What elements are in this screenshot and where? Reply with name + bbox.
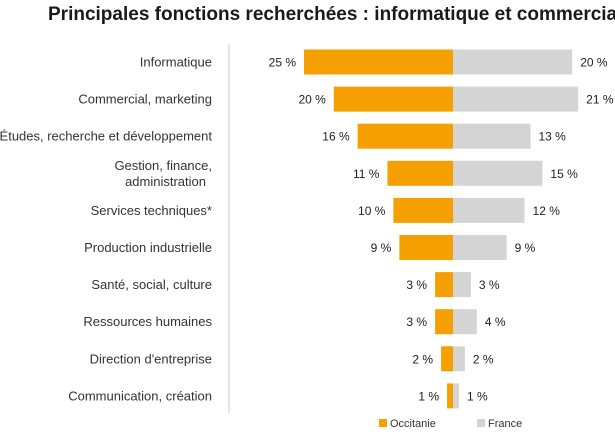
bar-france — [453, 272, 471, 298]
legend-label-france: France — [488, 418, 522, 430]
category-label-line: Santé, social, culture — [91, 277, 212, 292]
category-label: Communication, création — [68, 388, 212, 403]
category-label: Ressources humaines — [83, 314, 212, 329]
value-label-france: 12 % — [533, 204, 561, 218]
legend-swatch-france — [477, 419, 485, 427]
category-label: Direction d'entreprise — [90, 351, 212, 366]
bar-occitanie — [357, 123, 453, 149]
value-label-occitanie: 1 % — [418, 389, 439, 403]
bar-france — [453, 235, 507, 260]
bar-occitanie — [435, 272, 453, 298]
value-label-france: 2 % — [473, 352, 494, 366]
value-label-occitanie: 2 % — [412, 352, 433, 366]
bar-occitanie — [333, 86, 453, 112]
bar-france — [453, 309, 477, 335]
category-label: Gestion, finance, administration — [114, 158, 212, 189]
category-label: Production industrielle — [84, 240, 212, 255]
category-label-line: Ressources humaines — [83, 314, 212, 329]
bar-occitanie — [441, 346, 453, 372]
value-label-france: 4 % — [485, 315, 506, 329]
value-label-france: 13 % — [538, 130, 566, 144]
value-label-occitanie: 3 % — [406, 278, 427, 292]
category-label-line: Direction d'entreprise — [90, 351, 212, 366]
chart-title: Principales fonctions recherchées : info… — [48, 4, 615, 25]
bar-france — [453, 383, 459, 409]
value-label-france: 20 % — [580, 56, 608, 70]
bar-occitanie — [435, 309, 453, 335]
bar-france — [453, 49, 573, 75]
bar-france — [453, 197, 525, 223]
value-label-france: 1 % — [467, 389, 488, 403]
value-label-occitanie: 3 % — [406, 315, 427, 329]
value-label-occitanie: 20 % — [298, 93, 326, 107]
category-label: Santé, social, culture — [91, 277, 212, 292]
category-label-line: Gestion, finance, — [114, 158, 212, 173]
category-label: Commercial, marketing — [78, 92, 212, 107]
category-label-line: Services techniques* — [91, 203, 212, 218]
bar-occitanie — [399, 235, 453, 260]
category-label-line: administration — [125, 174, 206, 189]
bar-occitanie — [304, 49, 453, 75]
bar-france — [453, 160, 543, 186]
value-label-occitanie: 16 % — [322, 130, 350, 144]
bar-occitanie — [387, 160, 453, 186]
bar-france — [453, 86, 579, 112]
value-label-occitanie: 25 % — [269, 56, 297, 70]
value-label-france: 9 % — [515, 241, 536, 255]
legend-label-occitanie: Occitanie — [390, 418, 436, 430]
category-label-line: Commercial, marketing — [78, 92, 212, 107]
legend-swatch-occitanie — [379, 419, 387, 427]
value-label-occitanie: 10 % — [358, 204, 386, 218]
value-label-france: 3 % — [479, 278, 500, 292]
category-label: Services techniques* — [91, 203, 212, 218]
bar-france — [453, 123, 531, 149]
value-label-occitanie: 9 % — [371, 241, 392, 255]
bar-occitanie — [393, 197, 453, 223]
bar-occitanie — [447, 383, 453, 409]
value-label-france: 15 % — [550, 167, 578, 181]
bar-france — [453, 346, 465, 372]
value-label-occitanie: 11 % — [353, 167, 380, 181]
category-label: Informatique — [140, 55, 212, 70]
category-label-line: Études, recherche et développement — [0, 129, 212, 144]
category-label-line: Communication, création — [68, 388, 212, 403]
category-label: Études, recherche et développement — [0, 129, 212, 144]
category-label-line: Production industrielle — [84, 240, 212, 255]
category-label-line: Informatique — [140, 55, 212, 70]
value-label-france: 21 % — [586, 93, 614, 107]
